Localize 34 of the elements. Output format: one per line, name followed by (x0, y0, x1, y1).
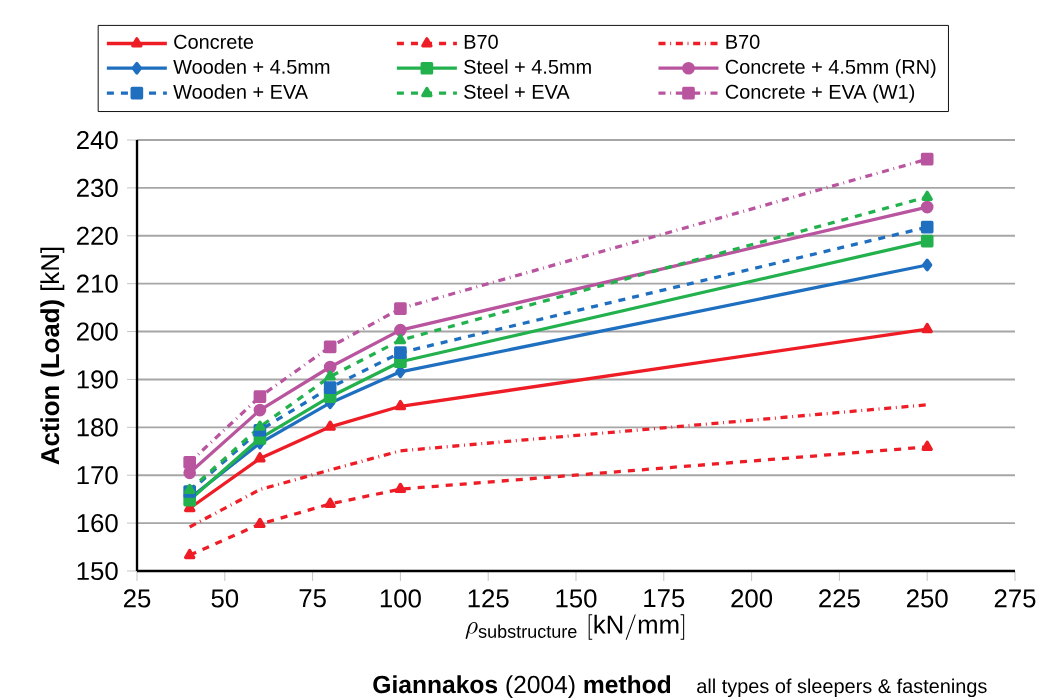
x-tick-label: 275 (994, 589, 1036, 608)
y-tick-label: 200 (77, 322, 118, 341)
legend-label: Wooden + 4.5mm (173, 59, 330, 74)
legend-label: Concrete (174, 34, 254, 49)
legend-label: Steel + 4.5mm (464, 59, 591, 74)
y-tick-label: 170 (77, 466, 118, 485)
x-tick-label: 75 (299, 589, 326, 608)
y-tick-label: 240 (77, 130, 118, 150)
y-tick-label: 210 (77, 274, 118, 293)
y-tick-label: 180 (77, 418, 118, 437)
x-tick-label: 150 (556, 589, 597, 608)
x-tick-label: 175 (644, 589, 685, 608)
legend-label: B70 (464, 34, 498, 49)
x-tick-label: 25 (123, 589, 151, 608)
y-tick-label: 230 (77, 178, 118, 198)
text: Giannakos (2004) method (373, 675, 671, 699)
x-axis-title: $\rho_{\mathrm{substructure}}\ [\mathrm{kN/mm}]$ (465, 614, 685, 640)
y-tick-label: 190 (77, 370, 118, 389)
y-axis-title: Action (Load) [kN] (40, 247, 65, 465)
x-tick-label: 200 (731, 589, 773, 608)
legend-label: Steel + EVA (464, 84, 570, 99)
text: all types of sleepers & fastenings (697, 678, 987, 698)
x-tick-label: 250 (906, 589, 948, 608)
y-tick-label: 150 (77, 561, 118, 581)
legend-label: Wooden + EVA (173, 84, 309, 99)
legend-label: B70 (726, 34, 760, 49)
y-tick-label: 160 (77, 514, 118, 533)
x-tick-label: 100 (380, 589, 421, 608)
legend-label: Concrete + EVA (W1) (725, 84, 915, 103)
y-tick-label: 220 (77, 226, 118, 245)
x-tick-label: 225 (819, 589, 860, 608)
legend-label: Concrete + 4.5mm (RN) (725, 59, 936, 78)
x-tick-label: 125 (468, 589, 509, 608)
x-tick-label: 50 (211, 589, 239, 608)
